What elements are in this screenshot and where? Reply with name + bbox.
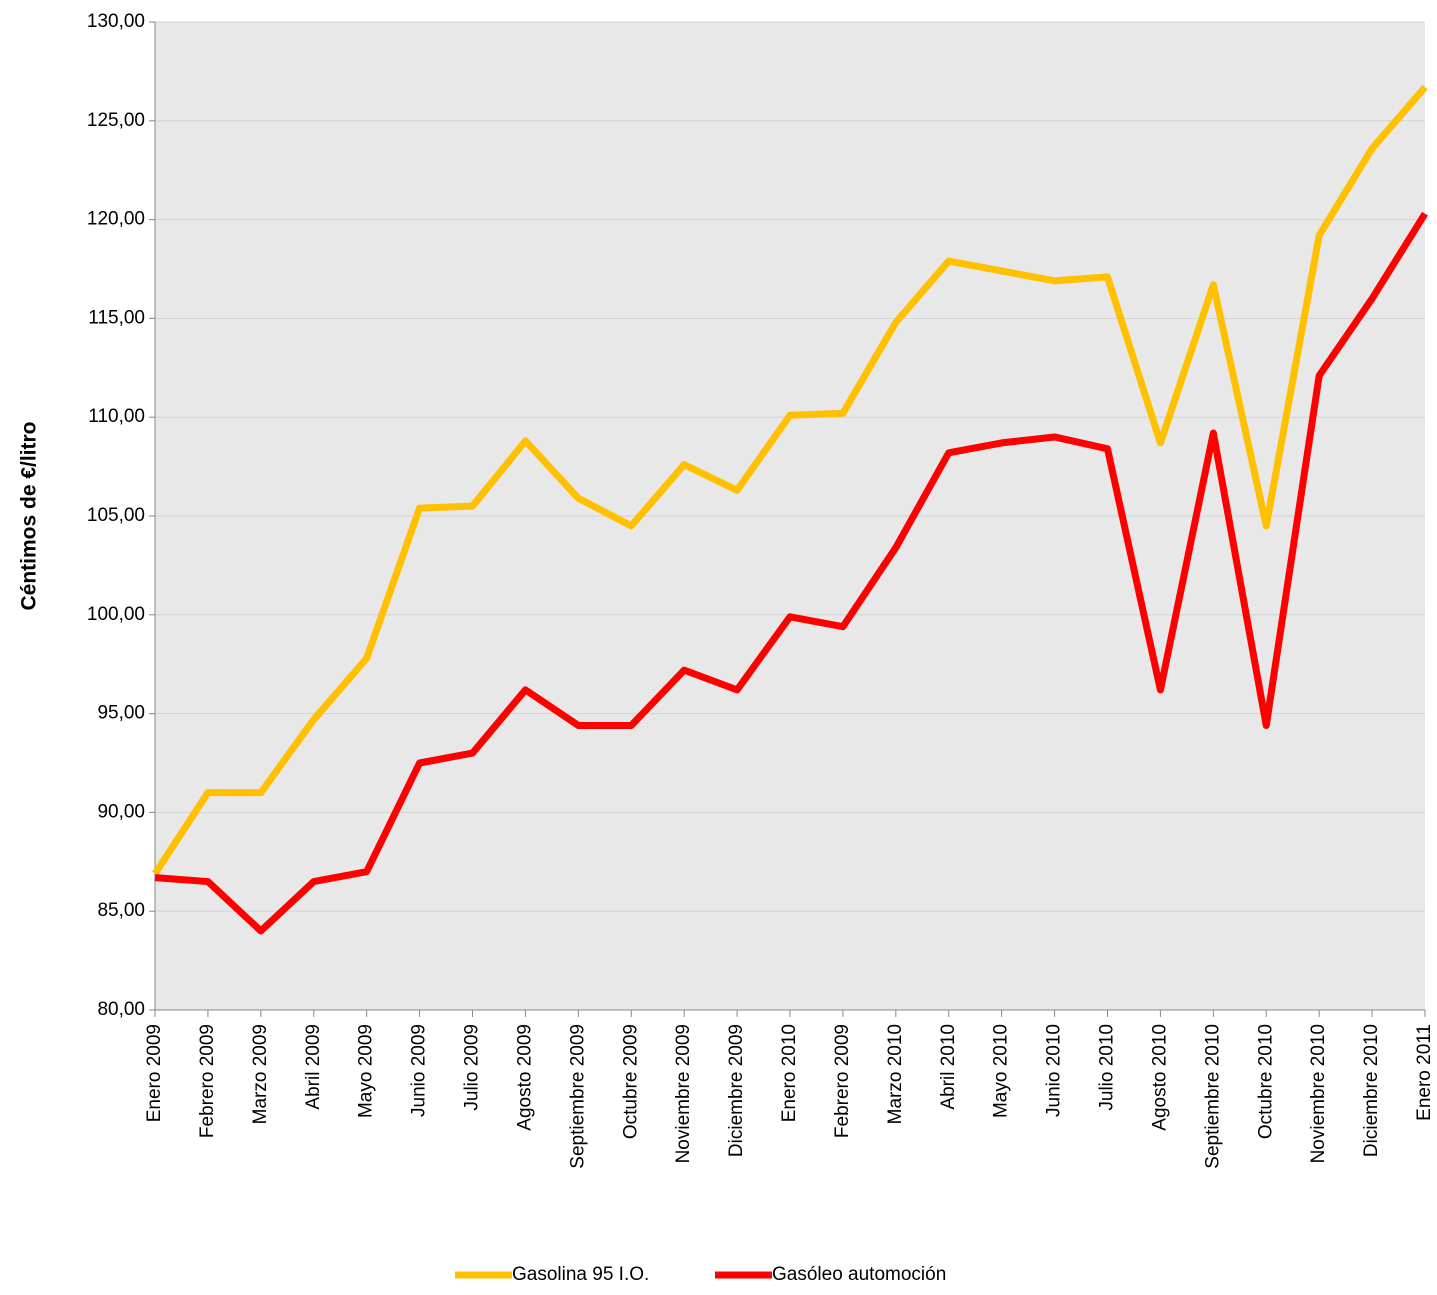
x-tick-label: Octubre 2009: [620, 1024, 641, 1139]
x-tick-label: Julio 2010: [1097, 1024, 1118, 1111]
x-tick-label: Diciembre 2010: [1361, 1024, 1382, 1157]
data-line: [152, 84, 1428, 876]
x-tick-label: Octubre 2010: [1255, 1024, 1276, 1139]
y-tick-label: 110,00: [88, 406, 145, 427]
y-tick-label: 95,00: [97, 703, 145, 724]
y-tick-label: 125,00: [87, 110, 145, 131]
y-tick-label: 105,00: [87, 505, 145, 526]
x-tick-label: Noviembre 2010: [1308, 1024, 1329, 1163]
x-tick-label: Marzo 2010: [885, 1024, 906, 1124]
x-tick-label: Mayo 2009: [356, 1024, 377, 1118]
x-tick-label: Mayo 2010: [991, 1024, 1012, 1118]
data-line: [154, 211, 1428, 935]
x-tick-label: Marzo 2009: [250, 1024, 271, 1124]
y-tick-label: 100,00: [87, 604, 145, 625]
y-tick-label: 80,00: [97, 999, 145, 1020]
x-tick-label: Junio 2009: [409, 1024, 430, 1117]
x-tick-label: Enero 2010: [779, 1024, 800, 1122]
y-tick-label: 85,00: [97, 900, 145, 921]
x-tick-label: Diciembre 2009: [726, 1024, 747, 1157]
x-tick-label: Febrero 2009: [832, 1024, 853, 1138]
y-tick-label: 120,00: [87, 209, 145, 230]
x-tick-label: Noviembre 2009: [673, 1024, 694, 1163]
x-tick-label: Abril 2010: [938, 1024, 959, 1110]
legend-label: Gasóleo automoción: [772, 1264, 946, 1285]
x-tick-label: Junio 2010: [1044, 1024, 1065, 1117]
y-tick-label: 130,00: [87, 11, 145, 32]
y-tick-label: 115,00: [88, 307, 145, 328]
x-tick-label: Agosto 2009: [514, 1024, 535, 1131]
x-tick-label: Febrero 2009: [197, 1024, 218, 1138]
x-tick-label: Septiembre 2010: [1202, 1024, 1223, 1169]
x-tick-label: Septiembre 2009: [567, 1024, 588, 1169]
y-axis-label: Céntimos de €/litro: [18, 421, 41, 610]
x-tick-label: Enero 2011: [1414, 1024, 1435, 1121]
y-tick-label: 90,00: [97, 801, 145, 822]
x-tick-label: Julio 2009: [462, 1024, 483, 1111]
legend-label: Gasolina 95 I.O.: [512, 1264, 649, 1285]
x-tick-label: Agosto 2010: [1149, 1024, 1170, 1131]
x-tick-label: Abril 2009: [303, 1024, 324, 1110]
x-tick-label: Enero 2009: [144, 1024, 165, 1122]
